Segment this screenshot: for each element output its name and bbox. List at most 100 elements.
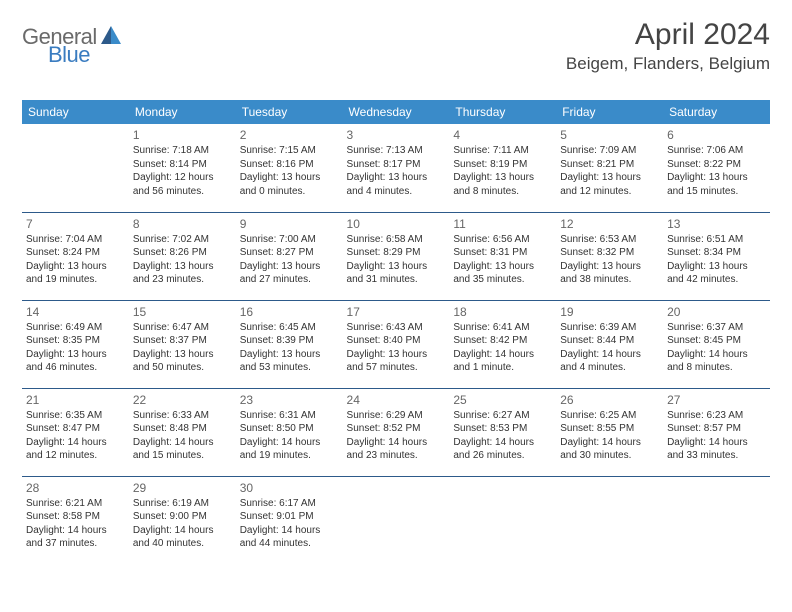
calendar-row: 7Sunrise: 7:04 AMSunset: 8:24 PMDaylight… xyxy=(22,212,770,300)
day-detail-line: Daylight: 14 hours xyxy=(26,524,125,538)
title-block: April 2024 Beigem, Flanders, Belgium xyxy=(566,18,770,74)
day-number: 18 xyxy=(453,304,552,320)
day-number: 11 xyxy=(453,216,552,232)
day-number: 16 xyxy=(240,304,339,320)
calendar-cell: 23Sunrise: 6:31 AMSunset: 8:50 PMDayligh… xyxy=(236,388,343,476)
day-detail-line: Sunrise: 7:02 AM xyxy=(133,233,232,247)
day-detail-line: Sunrise: 7:06 AM xyxy=(667,144,766,158)
day-number: 19 xyxy=(560,304,659,320)
day-detail-line: and 42 minutes. xyxy=(667,273,766,287)
day-detail-line: Daylight: 13 hours xyxy=(240,171,339,185)
day-detail-line: and 56 minutes. xyxy=(133,185,232,199)
day-detail-line: and 23 minutes. xyxy=(347,449,446,463)
day-detail-line: Sunrise: 6:31 AM xyxy=(240,409,339,423)
day-detail-line: Daylight: 14 hours xyxy=(347,436,446,450)
calendar-cell: 8Sunrise: 7:02 AMSunset: 8:26 PMDaylight… xyxy=(129,212,236,300)
day-detail-line: Sunrise: 7:09 AM xyxy=(560,144,659,158)
day-detail-line: and 40 minutes. xyxy=(133,537,232,551)
day-detail-line: Sunrise: 6:33 AM xyxy=(133,409,232,423)
day-detail-line: Sunset: 8:35 PM xyxy=(26,334,125,348)
day-detail-line: Sunrise: 6:35 AM xyxy=(26,409,125,423)
day-detail-line: Sunset: 8:26 PM xyxy=(133,246,232,260)
day-number: 13 xyxy=(667,216,766,232)
day-detail-line: Sunset: 8:40 PM xyxy=(347,334,446,348)
day-number: 25 xyxy=(453,392,552,408)
calendar-cell: 6Sunrise: 7:06 AMSunset: 8:22 PMDaylight… xyxy=(663,124,770,212)
calendar-cell: 30Sunrise: 6:17 AMSunset: 9:01 PMDayligh… xyxy=(236,476,343,564)
day-number: 24 xyxy=(347,392,446,408)
day-detail-line: Sunset: 8:50 PM xyxy=(240,422,339,436)
day-detail-line: Daylight: 14 hours xyxy=(667,436,766,450)
calendar-cell xyxy=(449,476,556,564)
day-detail-line: Sunrise: 6:41 AM xyxy=(453,321,552,335)
day-number: 9 xyxy=(240,216,339,232)
day-number: 14 xyxy=(26,304,125,320)
day-detail-line: Sunset: 8:14 PM xyxy=(133,158,232,172)
day-detail-line: Sunrise: 6:58 AM xyxy=(347,233,446,247)
day-detail-line: Sunrise: 6:37 AM xyxy=(667,321,766,335)
day-detail-line: Sunset: 8:45 PM xyxy=(667,334,766,348)
calendar-cell: 10Sunrise: 6:58 AMSunset: 8:29 PMDayligh… xyxy=(343,212,450,300)
day-detail-line: Sunrise: 6:47 AM xyxy=(133,321,232,335)
calendar-cell: 20Sunrise: 6:37 AMSunset: 8:45 PMDayligh… xyxy=(663,300,770,388)
calendar-cell: 22Sunrise: 6:33 AMSunset: 8:48 PMDayligh… xyxy=(129,388,236,476)
day-header: Thursday xyxy=(449,100,556,124)
calendar-cell: 14Sunrise: 6:49 AMSunset: 8:35 PMDayligh… xyxy=(22,300,129,388)
day-detail-line: Daylight: 13 hours xyxy=(240,260,339,274)
day-detail-line: Sunset: 9:00 PM xyxy=(133,510,232,524)
day-detail-line: and 46 minutes. xyxy=(26,361,125,375)
day-detail-line: Daylight: 13 hours xyxy=(133,348,232,362)
day-number: 6 xyxy=(667,127,766,143)
day-detail-line: Sunset: 8:48 PM xyxy=(133,422,232,436)
day-detail-line: Sunset: 8:42 PM xyxy=(453,334,552,348)
day-number: 30 xyxy=(240,480,339,496)
day-detail-line: and 19 minutes. xyxy=(240,449,339,463)
day-number: 15 xyxy=(133,304,232,320)
day-number: 17 xyxy=(347,304,446,320)
day-detail-line: Sunrise: 6:21 AM xyxy=(26,497,125,511)
calendar-cell: 26Sunrise: 6:25 AMSunset: 8:55 PMDayligh… xyxy=(556,388,663,476)
day-number: 23 xyxy=(240,392,339,408)
header: General April 2024 Beigem, Flanders, Bel… xyxy=(22,18,770,74)
calendar-cell: 3Sunrise: 7:13 AMSunset: 8:17 PMDaylight… xyxy=(343,124,450,212)
calendar-cell: 27Sunrise: 6:23 AMSunset: 8:57 PMDayligh… xyxy=(663,388,770,476)
calendar-body: 1Sunrise: 7:18 AMSunset: 8:14 PMDaylight… xyxy=(22,124,770,564)
day-detail-line: Daylight: 13 hours xyxy=(560,171,659,185)
day-detail-line: and 26 minutes. xyxy=(453,449,552,463)
day-detail-line: Daylight: 13 hours xyxy=(453,171,552,185)
day-detail-line: Daylight: 14 hours xyxy=(26,436,125,450)
day-detail-line: and 57 minutes. xyxy=(347,361,446,375)
day-detail-line: Daylight: 13 hours xyxy=(347,348,446,362)
day-detail-line: and 35 minutes. xyxy=(453,273,552,287)
day-detail-line: Sunset: 8:58 PM xyxy=(26,510,125,524)
calendar-cell: 28Sunrise: 6:21 AMSunset: 8:58 PMDayligh… xyxy=(22,476,129,564)
calendar-cell: 13Sunrise: 6:51 AMSunset: 8:34 PMDayligh… xyxy=(663,212,770,300)
day-detail-line: and 19 minutes. xyxy=(26,273,125,287)
day-number: 8 xyxy=(133,216,232,232)
day-detail-line: and 15 minutes. xyxy=(667,185,766,199)
day-header: Tuesday xyxy=(236,100,343,124)
day-detail-line: Sunset: 8:31 PM xyxy=(453,246,552,260)
day-detail-line: Daylight: 13 hours xyxy=(453,260,552,274)
day-detail-line: Daylight: 13 hours xyxy=(26,260,125,274)
day-detail-line: Sunset: 8:32 PM xyxy=(560,246,659,260)
day-detail-line: Daylight: 14 hours xyxy=(453,348,552,362)
day-detail-line: Sunset: 8:24 PM xyxy=(26,246,125,260)
day-detail-line: Sunrise: 6:19 AM xyxy=(133,497,232,511)
day-detail-line: Sunrise: 6:29 AM xyxy=(347,409,446,423)
calendar-cell: 16Sunrise: 6:45 AMSunset: 8:39 PMDayligh… xyxy=(236,300,343,388)
day-detail-line: Sunrise: 7:00 AM xyxy=(240,233,339,247)
day-detail-line: Sunrise: 6:43 AM xyxy=(347,321,446,335)
calendar-cell: 12Sunrise: 6:53 AMSunset: 8:32 PMDayligh… xyxy=(556,212,663,300)
day-header: Wednesday xyxy=(343,100,450,124)
calendar-cell: 25Sunrise: 6:27 AMSunset: 8:53 PMDayligh… xyxy=(449,388,556,476)
day-detail-line: and 8 minutes. xyxy=(453,185,552,199)
day-detail-line: Sunrise: 7:18 AM xyxy=(133,144,232,158)
day-number: 26 xyxy=(560,392,659,408)
calendar-cell: 21Sunrise: 6:35 AMSunset: 8:47 PMDayligh… xyxy=(22,388,129,476)
day-detail-line: Sunset: 8:27 PM xyxy=(240,246,339,260)
day-detail-line: Sunset: 8:34 PM xyxy=(667,246,766,260)
day-detail-line: and 44 minutes. xyxy=(240,537,339,551)
day-detail-line: Sunset: 8:21 PM xyxy=(560,158,659,172)
day-detail-line: and 27 minutes. xyxy=(240,273,339,287)
